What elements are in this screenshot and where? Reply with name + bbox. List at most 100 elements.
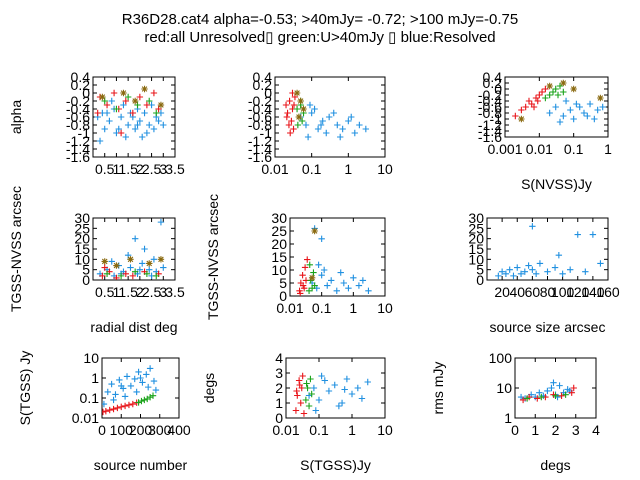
plus-point: [124, 93, 132, 101]
y-tick-label: -0.6: [66, 109, 90, 125]
plus-point: [304, 256, 311, 263]
plus-point: [129, 109, 137, 117]
x-tick-label: 0.01: [261, 161, 288, 177]
plot-frame: [289, 217, 386, 297]
plus-point: [141, 109, 148, 117]
plus-point: [558, 392, 565, 399]
plus-point: [319, 117, 326, 125]
plus-point: [139, 260, 146, 267]
points: [292, 372, 371, 417]
plus-point: [341, 386, 348, 393]
plus-point: [514, 264, 521, 271]
panel-p3: 0.001 0.01 0.1 10.40.20-0.2-0.4-0.6-0.8-1-1…: [478, 69, 612, 192]
plus-point: [110, 405, 117, 413]
plus-point: [299, 282, 307, 289]
y-tick-label: 0.2: [483, 75, 503, 91]
plus-point: [106, 406, 113, 414]
y-tick-label: 5: [476, 262, 484, 278]
plus-point: [318, 235, 325, 242]
y-tick-label: -0.8: [478, 105, 502, 121]
plus-point: [306, 261, 313, 268]
x-tick-label: 1: [113, 161, 121, 177]
y-tick-label: -0.4: [248, 101, 272, 117]
x-tick-label: 120: [566, 284, 590, 300]
x-tick-label: 0.1: [302, 161, 322, 177]
x-tick-label: 3: [159, 284, 167, 300]
x-tick-label: 100: [110, 422, 134, 438]
plus-point: [139, 133, 146, 141]
plus-point: [345, 285, 352, 292]
y-tick-label: 1: [91, 370, 99, 386]
plus-point: [364, 378, 371, 386]
y-axis-label: TGSS-NVSS arcsec: [8, 186, 24, 312]
y-tick-label: 10: [271, 262, 287, 278]
y-tick-label: -1.6: [478, 129, 502, 145]
plus-point: [152, 386, 160, 394]
plus-point: [284, 109, 291, 117]
x-tick-label: 0.1: [309, 422, 329, 438]
panels: 0.511.522.533.50.40.20-0.2-0.4-0.6-0.8-1…: [8, 69, 620, 473]
plus-point: [327, 277, 335, 284]
plus-point: [131, 268, 139, 275]
points: [495, 223, 604, 280]
y-tick-label: 0.01: [72, 410, 99, 426]
plus-point: [318, 372, 325, 380]
plus-point: [519, 396, 527, 404]
star-point: [127, 256, 134, 263]
plus-point: [112, 391, 119, 398]
plus-point: [502, 270, 510, 277]
y-tick-label: 0: [494, 81, 502, 97]
star-point: [101, 258, 108, 265]
panel-p1: 0.511.522.533.50.40.20-0.2-0.4-0.6-0.8-1…: [8, 69, 185, 177]
plus-point: [108, 380, 115, 388]
y-tick-label: -1.6: [66, 149, 90, 165]
x-tick-label: 20: [494, 284, 510, 300]
y-tick-label: 5: [279, 275, 287, 291]
x-tick-label: 300: [148, 422, 172, 438]
plus-point: [304, 133, 312, 141]
star-point: [99, 93, 106, 101]
plus-point: [131, 375, 138, 383]
plus-point: [337, 269, 344, 276]
figure-title-line2: red:all Unresolved▯ green:U>40mJy ▯ blue…: [144, 29, 495, 46]
plus-point: [568, 389, 575, 396]
plus-point: [99, 272, 106, 280]
x-tick-label: 140: [581, 284, 605, 300]
plus-point: [153, 109, 160, 117]
plus-point: [135, 368, 142, 376]
x-tick-label: 3.5: [165, 161, 185, 177]
plus-point: [150, 377, 158, 385]
plus-point: [586, 100, 594, 108]
plus-point: [296, 381, 303, 389]
y-tick-label: 0.4: [483, 69, 503, 85]
x-tick-label: 100: [551, 284, 575, 300]
plus-point: [534, 97, 541, 105]
star-point: [131, 97, 139, 105]
plus-point: [302, 396, 310, 404]
plus-point: [290, 101, 298, 109]
x-tick-label: 10: [377, 300, 393, 316]
plus-point: [94, 109, 101, 117]
plus-point: [117, 113, 125, 121]
x-tick-label: 1.5: [118, 161, 138, 177]
plus-point: [102, 407, 110, 415]
plus-point: [104, 388, 111, 396]
plus-point: [301, 264, 309, 271]
plus-point: [300, 410, 308, 417]
plus-point: [127, 382, 135, 390]
plus-point: [103, 270, 111, 277]
plus-point: [141, 245, 148, 253]
points: [517, 379, 577, 404]
plus-point: [324, 282, 331, 289]
plus-point: [110, 89, 118, 97]
x-tick-label: 2.5: [142, 284, 162, 300]
y-tick-label: -1: [260, 125, 273, 141]
y-tick-label: 10: [496, 380, 512, 396]
y-tick-label: -1.2: [478, 117, 502, 133]
plus-point: [96, 137, 104, 145]
y-axis-label: TGSS-NVSS arcsec: [205, 194, 221, 320]
x-tick-label: 0.5: [95, 161, 115, 177]
plus-point: [335, 402, 343, 410]
